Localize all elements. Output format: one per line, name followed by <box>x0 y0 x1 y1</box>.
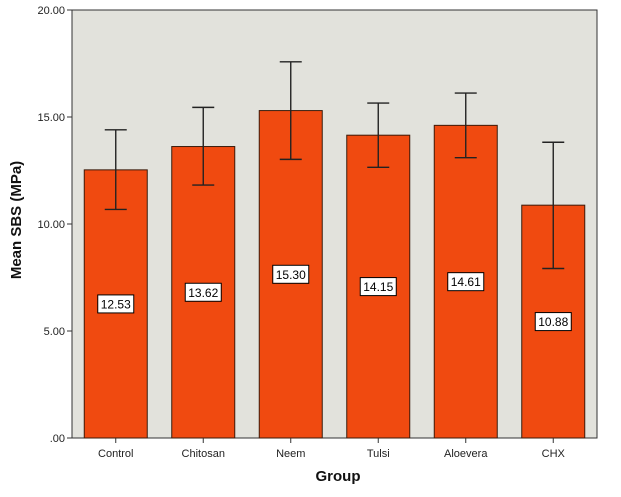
data-label: 14.61 <box>451 275 481 289</box>
y-tick-label: 20.00 <box>37 5 65 17</box>
y-axis: .00 5.00 10.00 15.00 20.00 <box>37 5 72 445</box>
x-axis-title: Group <box>316 468 361 485</box>
data-label: 15.30 <box>276 268 306 282</box>
x-tick-label: Neem <box>276 448 305 460</box>
data-label-box <box>184 282 222 302</box>
x-axis: Control Chitosan Neem Tulsi Aloevera CHX <box>98 438 566 460</box>
x-tick-label: Control <box>98 448 133 460</box>
data-label: 13.62 <box>188 286 218 300</box>
y-tick-label: 5.00 <box>44 326 65 338</box>
data-label-box <box>447 272 485 292</box>
data-label: 12.53 <box>101 297 131 311</box>
data-label: 10.88 <box>538 315 568 329</box>
x-tick-label: Chitosan <box>182 448 225 460</box>
plot-area <box>71 9 598 439</box>
x-tick-label: Tulsi <box>367 448 390 460</box>
y-tick-label: .00 <box>50 433 65 445</box>
data-label-box <box>534 312 572 332</box>
bars-group: 12.53 13.62 15.30 14.15 14.61 10.88 <box>83 61 586 439</box>
data-label-box <box>97 294 135 314</box>
y-axis-title: Mean SBS (MPa) <box>8 161 25 279</box>
y-tick-label: 10.00 <box>37 219 65 231</box>
data-label: 14.15 <box>363 280 393 294</box>
data-label-box <box>272 264 310 284</box>
y-tick-label: 15.00 <box>37 112 65 124</box>
x-tick-label: CHX <box>542 448 566 460</box>
data-label-box <box>359 277 397 297</box>
x-tick-label: Aloevera <box>444 448 488 460</box>
